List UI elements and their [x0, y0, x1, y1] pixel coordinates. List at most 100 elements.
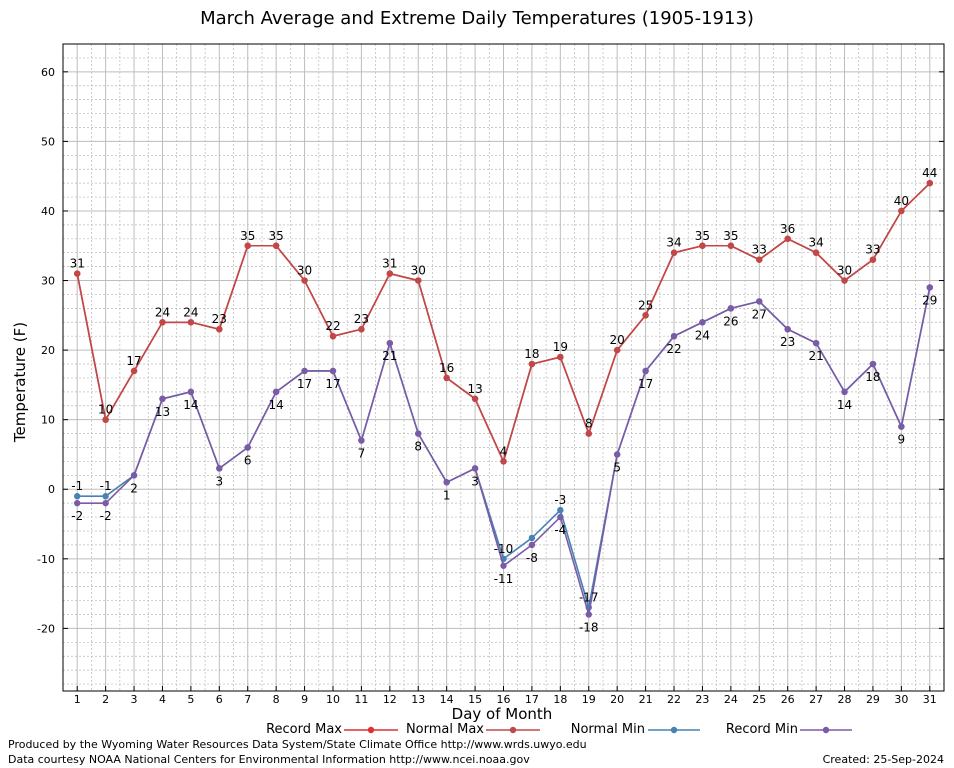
- data-label: 31: [70, 257, 85, 271]
- data-label: 35: [240, 229, 255, 243]
- data-point: [670, 332, 678, 340]
- data-label: 34: [666, 236, 681, 250]
- data-label: 22: [325, 319, 340, 333]
- data-point: [613, 346, 621, 354]
- data-label: 14: [837, 398, 852, 412]
- data-point: [812, 339, 820, 347]
- data-label: -3: [554, 493, 566, 507]
- data-point: [727, 305, 735, 312]
- data-label: 27: [752, 307, 767, 321]
- data-point: [471, 465, 479, 472]
- data-point: [244, 444, 251, 451]
- x-tick-label: 4: [159, 693, 166, 706]
- data-label: 13: [467, 382, 482, 396]
- data-label: 20: [610, 333, 625, 347]
- data-point: [102, 499, 109, 507]
- data-point: [102, 493, 109, 500]
- data-label: 24: [695, 328, 710, 342]
- data-point: [187, 319, 195, 326]
- legend-marker: [670, 726, 678, 734]
- data-label: 40: [894, 194, 909, 208]
- x-tick-label: 15: [468, 693, 482, 706]
- y-tick-label: 60: [41, 66, 55, 79]
- x-tick-label: 5: [187, 693, 194, 706]
- x-tick-label: 3: [131, 693, 138, 706]
- data-point: [301, 277, 308, 284]
- data-label: 35: [695, 229, 710, 243]
- data-label: 35: [723, 229, 738, 243]
- x-tick-label: 19: [582, 693, 596, 706]
- chart-title: March Average and Extreme Daily Temperat…: [200, 8, 754, 29]
- legend-marker: [822, 726, 830, 734]
- x-tick-label: 17: [525, 693, 539, 706]
- data-label: 1: [443, 488, 451, 502]
- data-label: -1: [71, 479, 83, 493]
- data-point: [699, 319, 706, 326]
- data-label: -11: [494, 572, 514, 586]
- data-label: 17: [297, 377, 312, 391]
- data-point: [159, 395, 166, 403]
- y-tick-label: 10: [41, 414, 55, 427]
- x-tick-label: 26: [781, 693, 795, 706]
- data-label: 17: [638, 377, 653, 391]
- x-tick-label: 6: [216, 693, 223, 706]
- data-point: [443, 479, 450, 486]
- data-point: [329, 367, 337, 375]
- data-point: [329, 332, 337, 340]
- data-point: [926, 179, 933, 187]
- data-point: [500, 458, 507, 465]
- data-point: [159, 319, 166, 326]
- data-label: 34: [808, 236, 823, 250]
- data-point: [642, 367, 649, 375]
- data-point: [358, 437, 365, 444]
- x-tick-label: 16: [497, 693, 511, 706]
- data-label: 9: [898, 433, 906, 447]
- legend-marker: [509, 726, 517, 734]
- x-tick-label: 25: [752, 693, 766, 706]
- data-label: 16: [439, 361, 454, 375]
- y-tick-label: -10: [37, 553, 55, 566]
- data-label: 3: [471, 474, 479, 488]
- x-tick-label: 30: [894, 693, 908, 706]
- data-point: [869, 256, 877, 263]
- data-point: [926, 284, 933, 291]
- data-label: 24: [155, 305, 170, 319]
- x-tick-label: 9: [301, 693, 308, 706]
- x-tick-label: 29: [866, 693, 880, 706]
- data-label: 29: [922, 293, 937, 307]
- data-point: [585, 430, 592, 437]
- legend-label: Record Max: [266, 722, 342, 737]
- data-label: -4: [554, 523, 566, 537]
- legend-label: Normal Max: [405, 722, 484, 737]
- data-label: 30: [837, 264, 852, 278]
- data-label: 23: [212, 312, 227, 326]
- data-label: 23: [354, 312, 369, 326]
- data-label: 14: [183, 398, 198, 412]
- data-label: 35: [269, 229, 284, 243]
- x-tick-label: 8: [273, 693, 280, 706]
- data-point: [130, 472, 138, 479]
- x-tick-label: 13: [411, 693, 425, 706]
- data-point: [74, 499, 81, 507]
- data-point: [898, 423, 905, 430]
- x-tick-label: 28: [838, 693, 852, 706]
- data-label: -8: [526, 551, 538, 565]
- data-point: [386, 339, 394, 347]
- y-tick-label: -20: [37, 622, 55, 635]
- data-point: [670, 249, 678, 256]
- x-tick-label: 12: [383, 693, 397, 706]
- x-axis-label: Day of Month: [451, 705, 553, 723]
- x-tick-label: 20: [610, 693, 624, 706]
- data-point: [528, 360, 536, 368]
- y-tick-label: 50: [41, 135, 55, 148]
- data-point: [301, 367, 308, 375]
- data-point: [500, 562, 507, 569]
- data-label: -2: [100, 509, 112, 523]
- data-label: 19: [553, 340, 568, 354]
- data-label: -17: [579, 591, 599, 605]
- footer-created: Created: 25-Sep-2024: [822, 753, 944, 766]
- y-tick-label: 40: [41, 205, 55, 218]
- data-point: [443, 374, 450, 382]
- data-point: [841, 277, 848, 284]
- data-point: [784, 326, 791, 333]
